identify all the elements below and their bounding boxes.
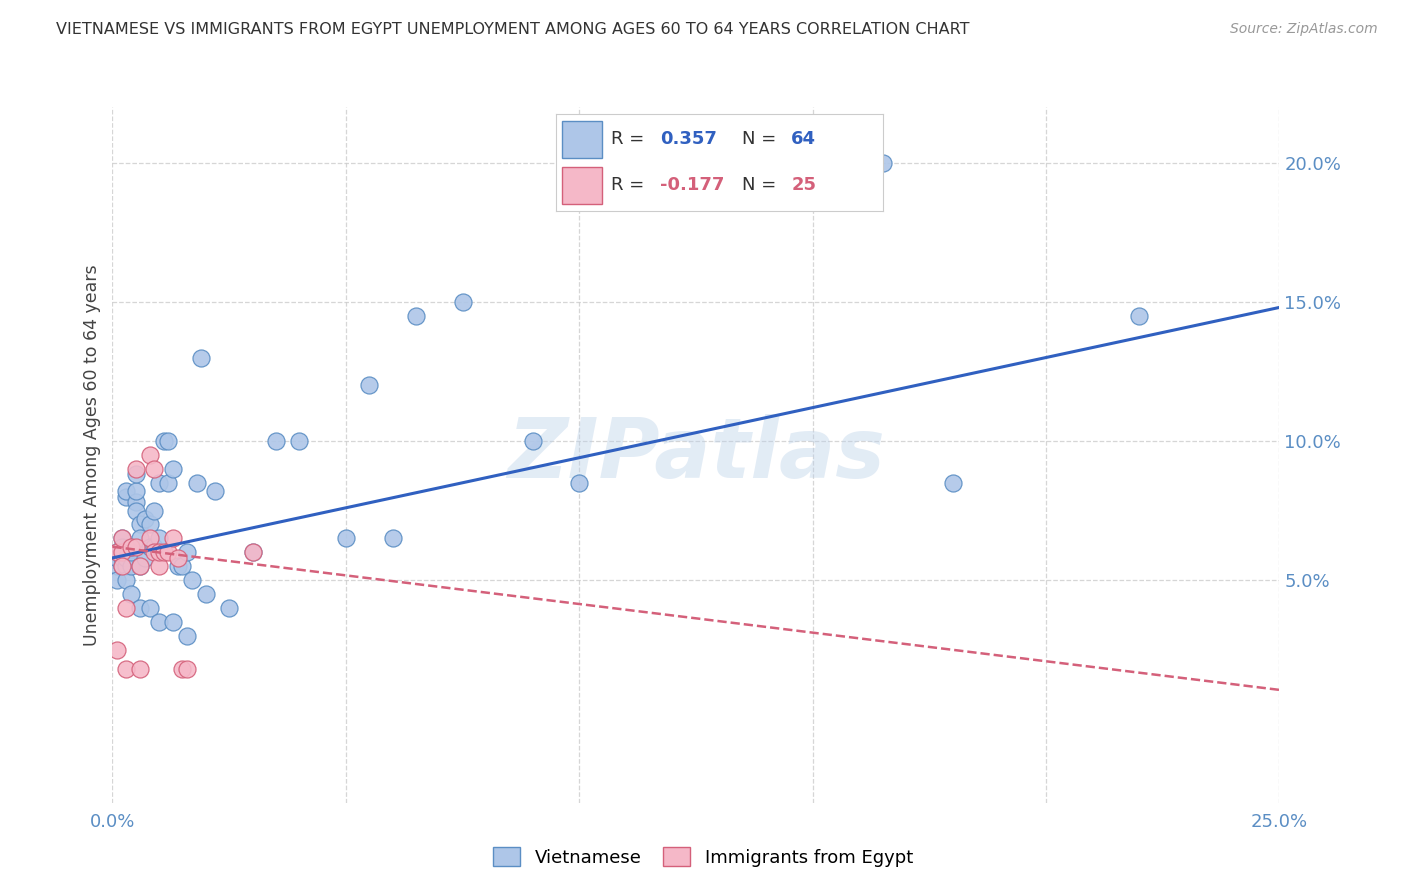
Point	[1128, 309, 1150, 323]
Point	[176, 545, 198, 559]
Point	[148, 545, 170, 559]
Point	[115, 662, 138, 676]
Point	[522, 434, 544, 448]
Point	[105, 550, 128, 565]
Point	[162, 615, 184, 629]
Point	[134, 550, 156, 565]
Point	[111, 540, 134, 554]
Point	[194, 587, 217, 601]
Point	[115, 559, 138, 574]
Point	[186, 475, 208, 490]
Point	[405, 309, 427, 323]
Point	[157, 475, 180, 490]
Point	[172, 662, 194, 676]
Text: Source: ZipAtlas.com: Source: ZipAtlas.com	[1230, 22, 1378, 37]
Point	[111, 550, 134, 565]
Point	[157, 545, 180, 559]
Point	[115, 601, 138, 615]
Point	[162, 462, 184, 476]
Point	[176, 629, 198, 643]
Point	[115, 550, 138, 565]
Point	[139, 540, 162, 554]
Point	[105, 545, 128, 559]
Point	[139, 448, 162, 462]
Point	[166, 550, 188, 565]
Point	[120, 540, 142, 554]
Point	[942, 475, 965, 490]
Point	[872, 155, 894, 169]
Point	[105, 545, 128, 559]
Point	[451, 294, 474, 309]
Point	[162, 532, 184, 546]
Point	[134, 512, 156, 526]
Point	[180, 573, 202, 587]
Point	[166, 559, 188, 574]
Point	[115, 573, 138, 587]
Point	[139, 517, 162, 532]
Point	[139, 532, 162, 546]
Point	[129, 559, 152, 574]
Point	[105, 559, 128, 574]
Point	[176, 662, 198, 676]
Point	[120, 545, 142, 559]
Point	[148, 532, 170, 546]
Point	[139, 601, 162, 615]
Point	[242, 545, 264, 559]
Point	[148, 475, 170, 490]
Point	[120, 587, 142, 601]
Point	[111, 532, 134, 546]
Point	[115, 484, 138, 499]
Point	[153, 434, 176, 448]
Point	[111, 559, 134, 574]
Point	[125, 484, 148, 499]
Point	[157, 434, 180, 448]
Text: VIETNAMESE VS IMMIGRANTS FROM EGYPT UNEMPLOYMENT AMONG AGES 60 TO 64 YEARS CORRE: VIETNAMESE VS IMMIGRANTS FROM EGYPT UNEM…	[56, 22, 970, 37]
Point	[129, 517, 152, 532]
Point	[105, 573, 128, 587]
Point	[153, 545, 176, 559]
Point	[568, 475, 591, 490]
Point	[125, 540, 148, 554]
Point	[105, 642, 128, 657]
Point	[111, 545, 134, 559]
Point	[129, 532, 152, 546]
Point	[190, 351, 212, 365]
Point	[120, 540, 142, 554]
Point	[143, 462, 166, 476]
Point	[120, 559, 142, 574]
Point	[111, 532, 134, 546]
Legend: Vietnamese, Immigrants from Egypt: Vietnamese, Immigrants from Egypt	[486, 840, 920, 874]
Point	[335, 532, 357, 546]
Point	[129, 601, 152, 615]
Point	[143, 503, 166, 517]
Point	[148, 615, 170, 629]
Point	[111, 545, 134, 559]
Point	[143, 540, 166, 554]
Point	[115, 490, 138, 504]
Point	[359, 378, 381, 392]
Point	[264, 434, 287, 448]
Point	[218, 601, 240, 615]
Point	[143, 545, 166, 559]
Point	[204, 484, 226, 499]
Text: ZIPatlas: ZIPatlas	[508, 415, 884, 495]
Point	[125, 462, 148, 476]
Point	[125, 503, 148, 517]
Point	[129, 662, 152, 676]
Point	[111, 559, 134, 574]
Point	[148, 559, 170, 574]
Point	[381, 532, 404, 546]
Point	[129, 559, 152, 574]
Point	[288, 434, 311, 448]
Point	[242, 545, 264, 559]
Point	[125, 495, 148, 509]
Point	[125, 467, 148, 482]
Point	[172, 559, 194, 574]
Y-axis label: Unemployment Among Ages 60 to 64 years: Unemployment Among Ages 60 to 64 years	[83, 264, 101, 646]
